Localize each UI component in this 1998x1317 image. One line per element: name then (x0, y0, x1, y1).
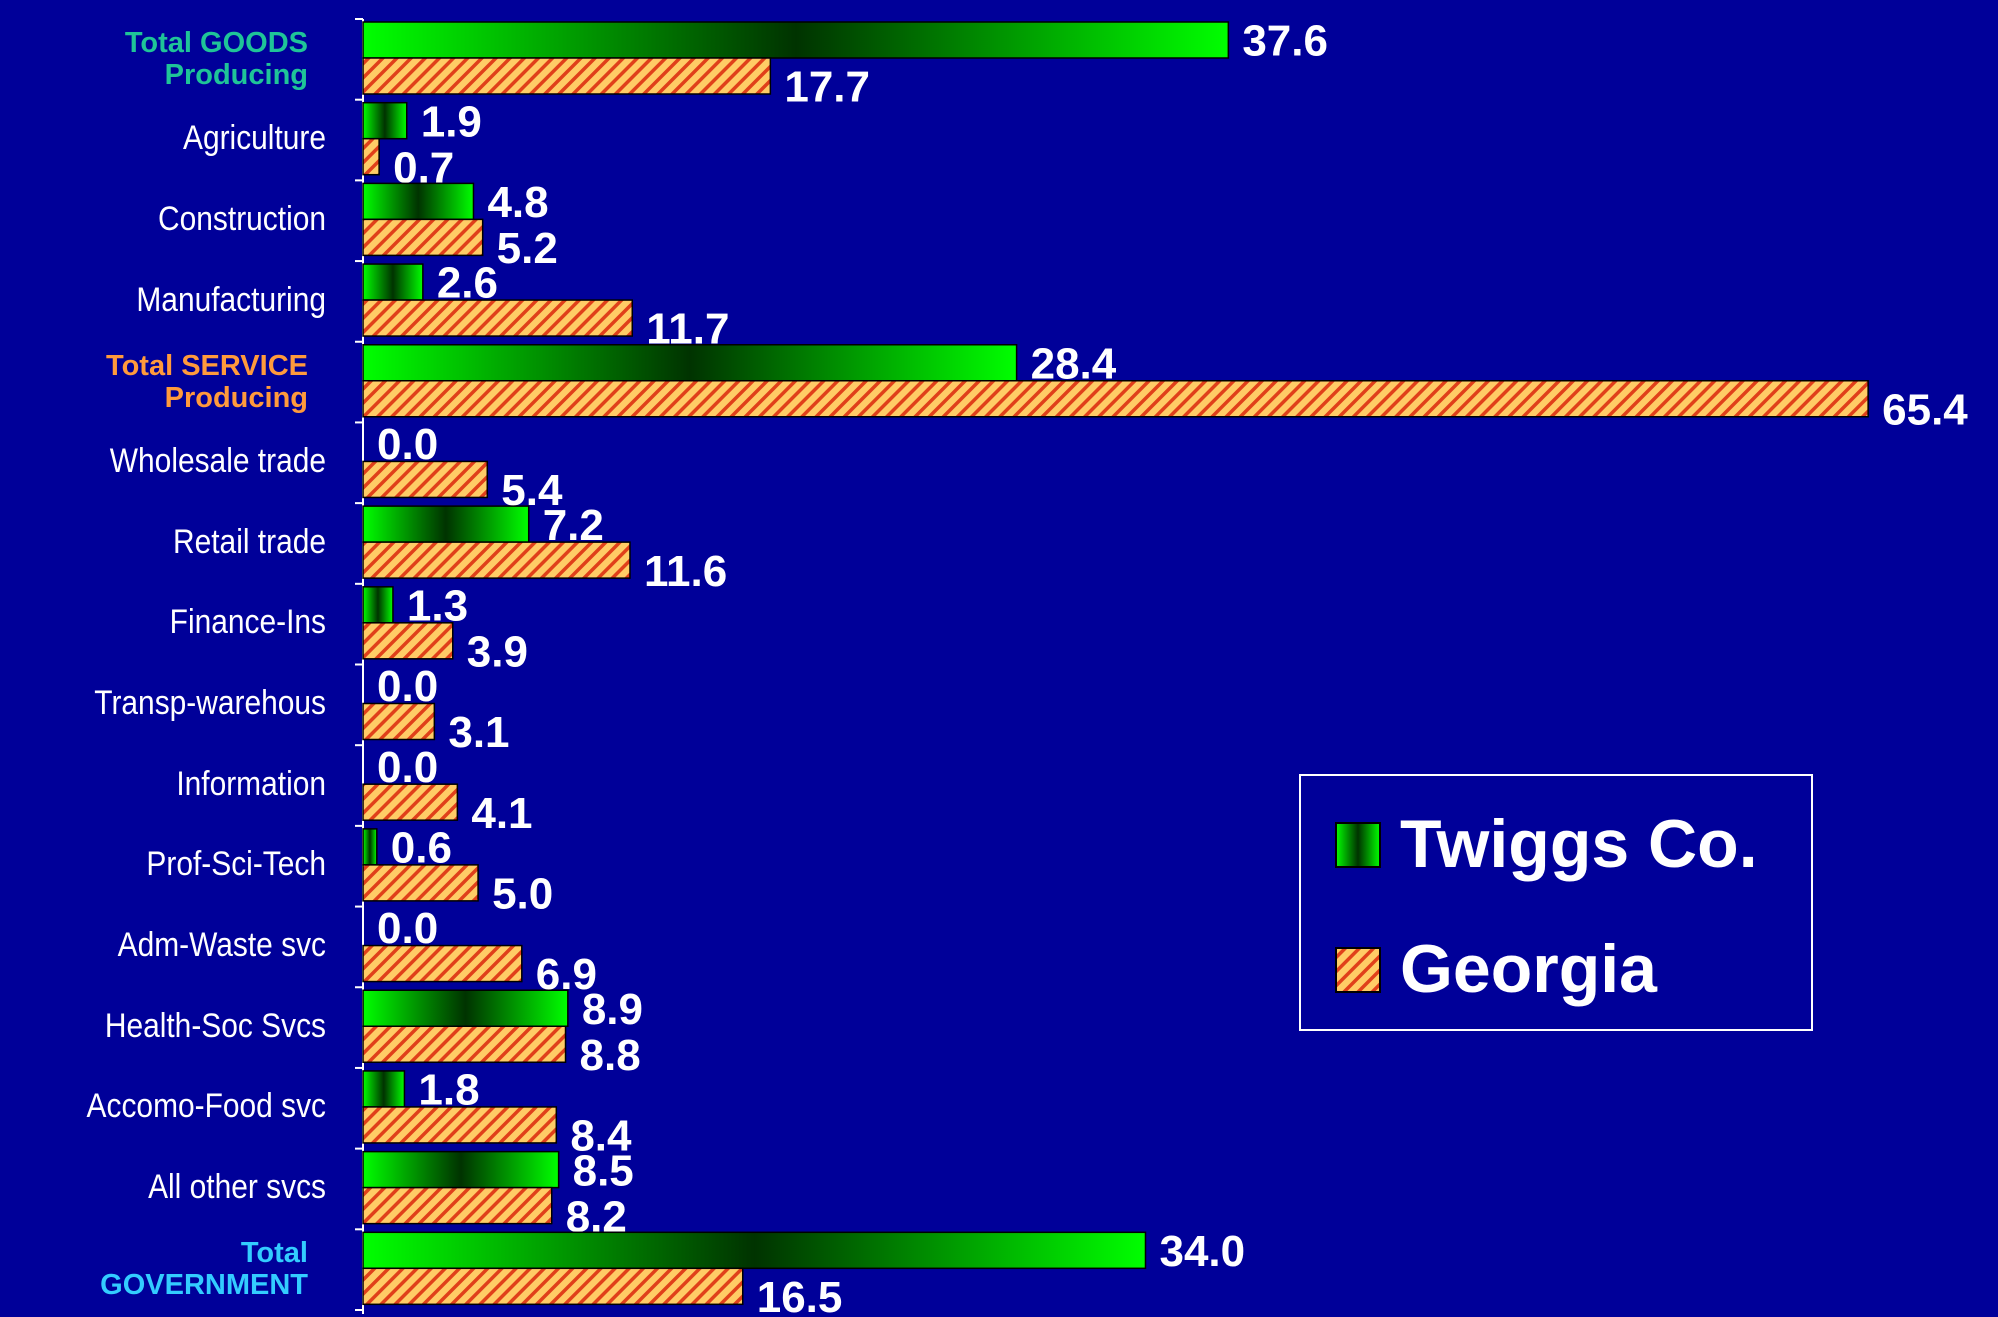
value-label: 65.4 (1882, 385, 1968, 434)
legend-swatch (1335, 822, 1381, 868)
bar (362, 380, 1869, 418)
bar (362, 989, 569, 1027)
category-label: Construction (158, 199, 326, 238)
value-label: 5.0 (492, 870, 553, 919)
value-label: 8.8 (580, 1031, 641, 1080)
value-label: 11.6 (644, 547, 727, 596)
category-label: Agriculture (182, 119, 326, 158)
bar (362, 622, 454, 660)
bar (362, 137, 380, 176)
value-label: 4.1 (471, 789, 532, 838)
category-label: Manufacturing (136, 280, 326, 319)
bar (362, 1150, 560, 1189)
bar (362, 541, 631, 579)
bar (362, 864, 479, 902)
bar (362, 586, 394, 624)
category-label: Total SERVICE Producing (106, 349, 308, 414)
category-label: Transp-warehous (94, 684, 326, 722)
bar (362, 299, 634, 337)
category-label: Health-Soc Svcs (104, 1006, 326, 1045)
value-label: 1.9 (421, 97, 482, 146)
bar (362, 344, 1018, 382)
bar (362, 182, 475, 221)
value-label: 8.5 (573, 1146, 634, 1195)
bar (362, 218, 484, 257)
category-label: Wholesale trade (109, 441, 326, 480)
category-label: All other svcs (148, 1168, 326, 1207)
value-label: 16.5 (757, 1273, 843, 1317)
bar (362, 57, 772, 95)
bar (362, 1186, 553, 1225)
bar (362, 263, 424, 301)
bar (362, 828, 378, 866)
bar (362, 1070, 406, 1108)
bar (362, 505, 530, 543)
legend-label: Georgia (1400, 931, 1658, 1007)
category-label: Finance-Ins (169, 603, 326, 642)
bar (362, 944, 523, 983)
value-label: 3.9 (467, 627, 528, 676)
value-label: 5.2 (497, 224, 558, 273)
category-label: Prof-Sci-Tech (146, 845, 326, 884)
value-label: 4.8 (487, 178, 548, 227)
bar (362, 460, 489, 499)
bar (362, 1231, 1147, 1270)
category-label: Total GOODS Producing (124, 27, 308, 91)
legend-label: Twiggs Co. (1400, 806, 1758, 882)
bar (362, 1106, 558, 1144)
value-label: 8.9 (582, 985, 643, 1034)
legend-box (1299, 774, 1813, 1031)
category-label: Retail trade (172, 522, 326, 561)
bar (362, 702, 436, 741)
value-label: 37.6 (1242, 17, 1328, 66)
category-label: Total GOVERNMENT (100, 1237, 308, 1302)
legend-swatch (1335, 947, 1381, 993)
bar (362, 1025, 567, 1063)
bar (362, 1267, 744, 1306)
value-label: 3.1 (448, 708, 509, 757)
bar (362, 783, 459, 821)
category-label: Information (176, 764, 326, 803)
value-label: 17.7 (784, 63, 870, 112)
bar (362, 101, 408, 140)
category-label: Accomo-Food svc (86, 1087, 327, 1126)
category-label: Adm-Waste svc (117, 926, 326, 965)
value-label: 34.0 (1159, 1227, 1245, 1276)
bar (362, 21, 1230, 59)
value-label: 8.4 (570, 1112, 632, 1161)
